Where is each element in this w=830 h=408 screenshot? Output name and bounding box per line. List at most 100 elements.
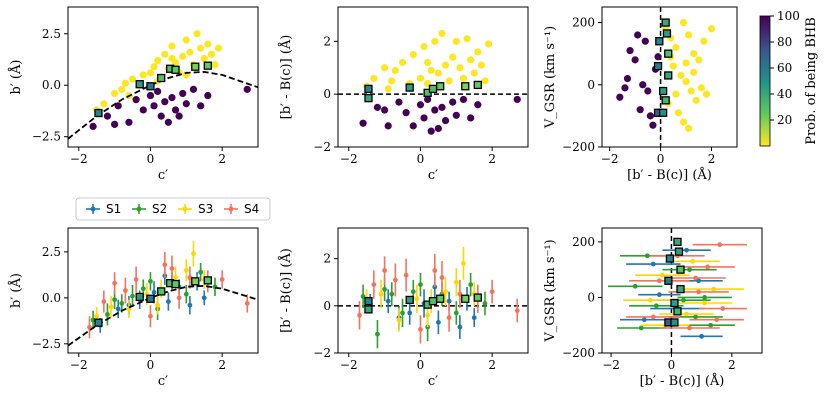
point-S2	[681, 298, 686, 303]
point-S2	[454, 311, 459, 316]
highlighted-star	[95, 110, 102, 117]
point-bhb	[154, 88, 161, 95]
y-axis-label: b′ (Å)	[8, 60, 24, 95]
point-non-bhb	[129, 75, 136, 82]
point-bhb	[637, 106, 644, 113]
point-bhb	[467, 114, 474, 121]
point-non-bhb	[481, 77, 488, 84]
point-S3	[397, 318, 402, 323]
point-S2	[411, 289, 416, 294]
point-S1	[116, 306, 121, 311]
point-non-bhb	[211, 61, 218, 68]
point-bhb	[632, 56, 639, 63]
highlighted-star	[204, 277, 211, 284]
y-tick-label: 200	[572, 16, 595, 30]
legend-label-S1: S1	[106, 202, 121, 216]
highlighted-star	[136, 293, 143, 300]
point-S3	[379, 292, 384, 297]
point-S4	[651, 314, 656, 319]
point-S4	[220, 277, 225, 282]
point-S4	[177, 295, 182, 300]
y-tick-label: 200	[572, 235, 595, 249]
point-S2	[708, 323, 713, 328]
x-tick-label: 0	[147, 152, 155, 166]
highlighted-star	[671, 300, 678, 307]
point-S1	[684, 248, 689, 253]
point-non-bhb	[150, 63, 157, 70]
y-tick-label: 2.5	[42, 27, 61, 41]
plot-area	[338, 247, 528, 348]
point-S3	[648, 298, 653, 303]
point-S1	[187, 303, 192, 308]
point-bhb	[417, 101, 424, 108]
highlighted-star	[666, 255, 673, 262]
x-tick-label: 2	[488, 358, 496, 372]
highlighted-star	[662, 19, 669, 26]
y-axis-label: [b′ - B(c)] (Å)	[278, 35, 294, 120]
point-S2	[105, 312, 110, 317]
x-tick-label: −2	[70, 152, 88, 166]
point-bhb	[649, 122, 656, 129]
x-tick-label: −2	[601, 152, 619, 166]
point-bhb	[244, 86, 251, 93]
point-S4	[447, 315, 452, 320]
highlighted-star	[172, 66, 179, 73]
point-S4	[393, 277, 398, 282]
point-bhb	[140, 106, 147, 113]
point-non-bhb	[685, 31, 692, 38]
y-tick-label: 0	[587, 78, 595, 92]
point-non-bhb	[485, 40, 492, 47]
y-tick-label: −200	[562, 346, 595, 360]
point-S4	[170, 266, 175, 271]
highlighted-star	[660, 109, 667, 116]
plot-area	[608, 228, 747, 353]
point-non-bhb	[672, 91, 679, 98]
point-bhb	[374, 104, 381, 111]
legend-marker-S2	[137, 207, 142, 212]
x-tick-label: 2	[488, 152, 496, 166]
point-bhb	[435, 125, 442, 132]
y-tick-label: 2	[323, 34, 331, 48]
point-non-bhb	[456, 64, 463, 71]
point-non-bhb	[672, 44, 679, 51]
legend: S1 S2 S3 S4	[76, 198, 270, 220]
point-S3	[684, 312, 689, 317]
point-S3	[109, 305, 114, 310]
highlighted-star	[158, 75, 165, 82]
point-S4	[418, 327, 423, 332]
point-S1	[166, 299, 171, 304]
point-S2	[400, 311, 405, 316]
point-S2	[198, 270, 203, 275]
point-S4	[440, 275, 445, 280]
colorbar-tick-label: 40	[777, 87, 792, 101]
plot-area	[68, 30, 258, 139]
legend-label-S2: S2	[152, 202, 167, 216]
point-non-bhb	[708, 25, 715, 32]
y-tick-label: 0	[323, 299, 331, 313]
legend-marker-S1	[91, 207, 96, 212]
panel-top-left: −2 0 2 −2.5 0.0 2.5 c′ b′ (Å)	[8, 7, 258, 183]
point-non-bhb	[147, 69, 154, 76]
point-S4	[404, 273, 409, 278]
point-bhb	[125, 119, 132, 126]
panel-top-middle: −2 0 2−202c′[b′ - B(c)] (Å)	[278, 7, 528, 183]
y-axis-label: V_GSR (km s⁻¹)	[543, 26, 558, 129]
colorbar-gradient	[760, 16, 770, 146]
point-S1	[407, 311, 412, 316]
point-S1	[651, 262, 656, 267]
point-S1	[657, 292, 662, 297]
point-S4	[490, 289, 495, 294]
point-non-bhb	[471, 69, 478, 76]
point-non-bhb	[690, 69, 697, 76]
legend-label-S4: S4	[244, 202, 259, 216]
highlighted-star	[462, 295, 469, 302]
point-S1	[472, 315, 477, 320]
colorbar-tick-label: 20	[777, 113, 792, 127]
point-non-bhb	[438, 30, 445, 37]
highlighted-star	[665, 72, 672, 79]
point-S2	[184, 292, 189, 297]
point-S4	[432, 268, 437, 273]
point-non-bhb	[467, 56, 474, 63]
x-axis-label: c′	[158, 374, 168, 389]
point-S2	[119, 301, 124, 306]
